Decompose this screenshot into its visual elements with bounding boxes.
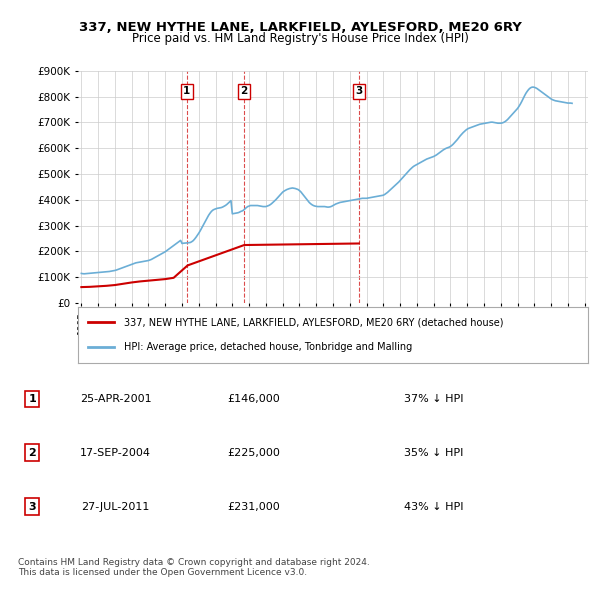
Text: 17-SEP-2004: 17-SEP-2004 bbox=[80, 448, 151, 458]
Text: 2: 2 bbox=[28, 448, 36, 458]
Text: 3: 3 bbox=[355, 87, 362, 96]
Text: 337, NEW HYTHE LANE, LARKFIELD, AYLESFORD, ME20 6RY (detached house): 337, NEW HYTHE LANE, LARKFIELD, AYLESFOR… bbox=[124, 317, 503, 327]
Text: HPI: Average price, detached house, Tonbridge and Malling: HPI: Average price, detached house, Tonb… bbox=[124, 342, 412, 352]
Text: Contains HM Land Registry data © Crown copyright and database right 2024.
This d: Contains HM Land Registry data © Crown c… bbox=[18, 558, 370, 577]
Text: 1: 1 bbox=[28, 394, 36, 404]
Text: 1: 1 bbox=[183, 87, 191, 96]
Text: 35% ↓ HPI: 35% ↓ HPI bbox=[404, 448, 463, 458]
Text: £231,000: £231,000 bbox=[227, 502, 280, 512]
Text: 27-JUL-2011: 27-JUL-2011 bbox=[82, 502, 150, 512]
Text: 3: 3 bbox=[28, 502, 36, 512]
Text: £225,000: £225,000 bbox=[227, 448, 280, 458]
Text: Price paid vs. HM Land Registry's House Price Index (HPI): Price paid vs. HM Land Registry's House … bbox=[131, 32, 469, 45]
Text: 43% ↓ HPI: 43% ↓ HPI bbox=[404, 502, 463, 512]
Text: 2: 2 bbox=[241, 87, 248, 96]
Text: £146,000: £146,000 bbox=[227, 394, 280, 404]
Text: 25-APR-2001: 25-APR-2001 bbox=[80, 394, 151, 404]
Text: 337, NEW HYTHE LANE, LARKFIELD, AYLESFORD, ME20 6RY: 337, NEW HYTHE LANE, LARKFIELD, AYLESFOR… bbox=[79, 21, 521, 34]
Text: 37% ↓ HPI: 37% ↓ HPI bbox=[404, 394, 463, 404]
